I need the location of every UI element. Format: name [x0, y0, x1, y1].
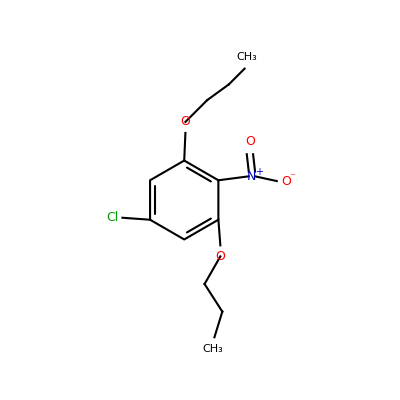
Text: O: O [216, 250, 225, 263]
Text: O: O [245, 134, 255, 148]
Text: O: O [180, 115, 190, 128]
Text: Cl: Cl [106, 211, 118, 224]
Text: CH₃: CH₃ [236, 52, 257, 62]
Text: CH₃: CH₃ [202, 344, 223, 354]
Text: ⁻: ⁻ [290, 172, 296, 182]
Text: +: + [255, 166, 263, 176]
Text: O: O [282, 174, 291, 188]
Text: N: N [247, 170, 256, 183]
